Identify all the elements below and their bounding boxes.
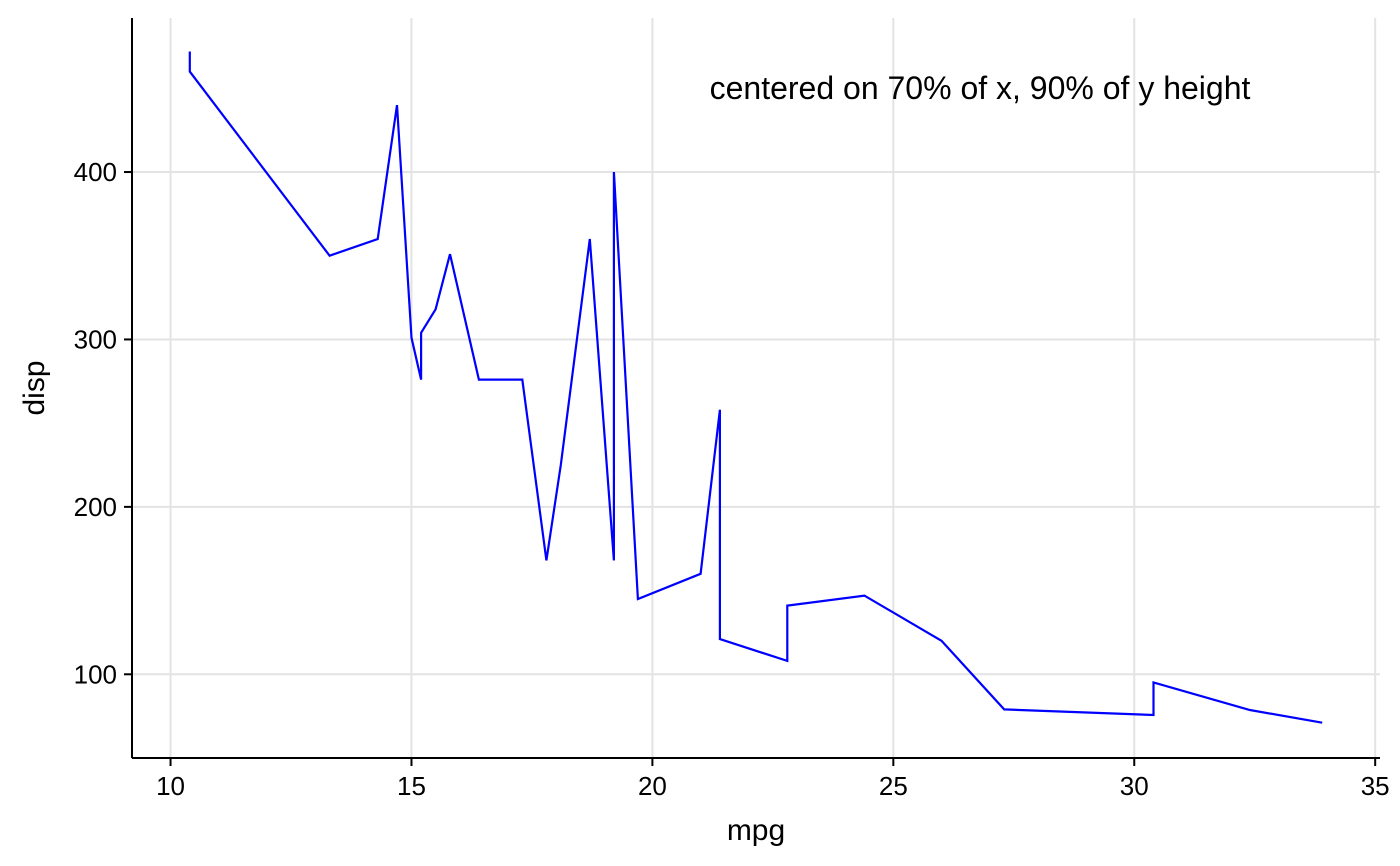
series-line-disp-vs-mpg (188, 51, 1323, 724)
y-tick-label-100: 100 (74, 659, 117, 689)
ticks: 10 15 20 25 30 35 100 200 300 400 (74, 157, 1390, 801)
y-axis-title: disp (18, 360, 51, 415)
x-tick-label-30: 30 (1120, 771, 1149, 801)
x-tick-label-15: 15 (397, 771, 426, 801)
x-tick-label-10: 10 (156, 771, 185, 801)
y-tick-label-300: 300 (74, 324, 117, 354)
x-tick-label-20: 20 (638, 771, 667, 801)
x-axis-title: mpg (727, 814, 785, 847)
x-tick-label-35: 35 (1361, 771, 1390, 801)
x-tick-label-25: 25 (879, 771, 908, 801)
y-tick-label-200: 200 (74, 492, 117, 522)
axes (131, 18, 1380, 759)
chart-annotation: centered on 70% of x, 90% of y height (710, 70, 1251, 106)
grid (132, 18, 1380, 758)
y-tick-label-400: 400 (74, 157, 117, 187)
